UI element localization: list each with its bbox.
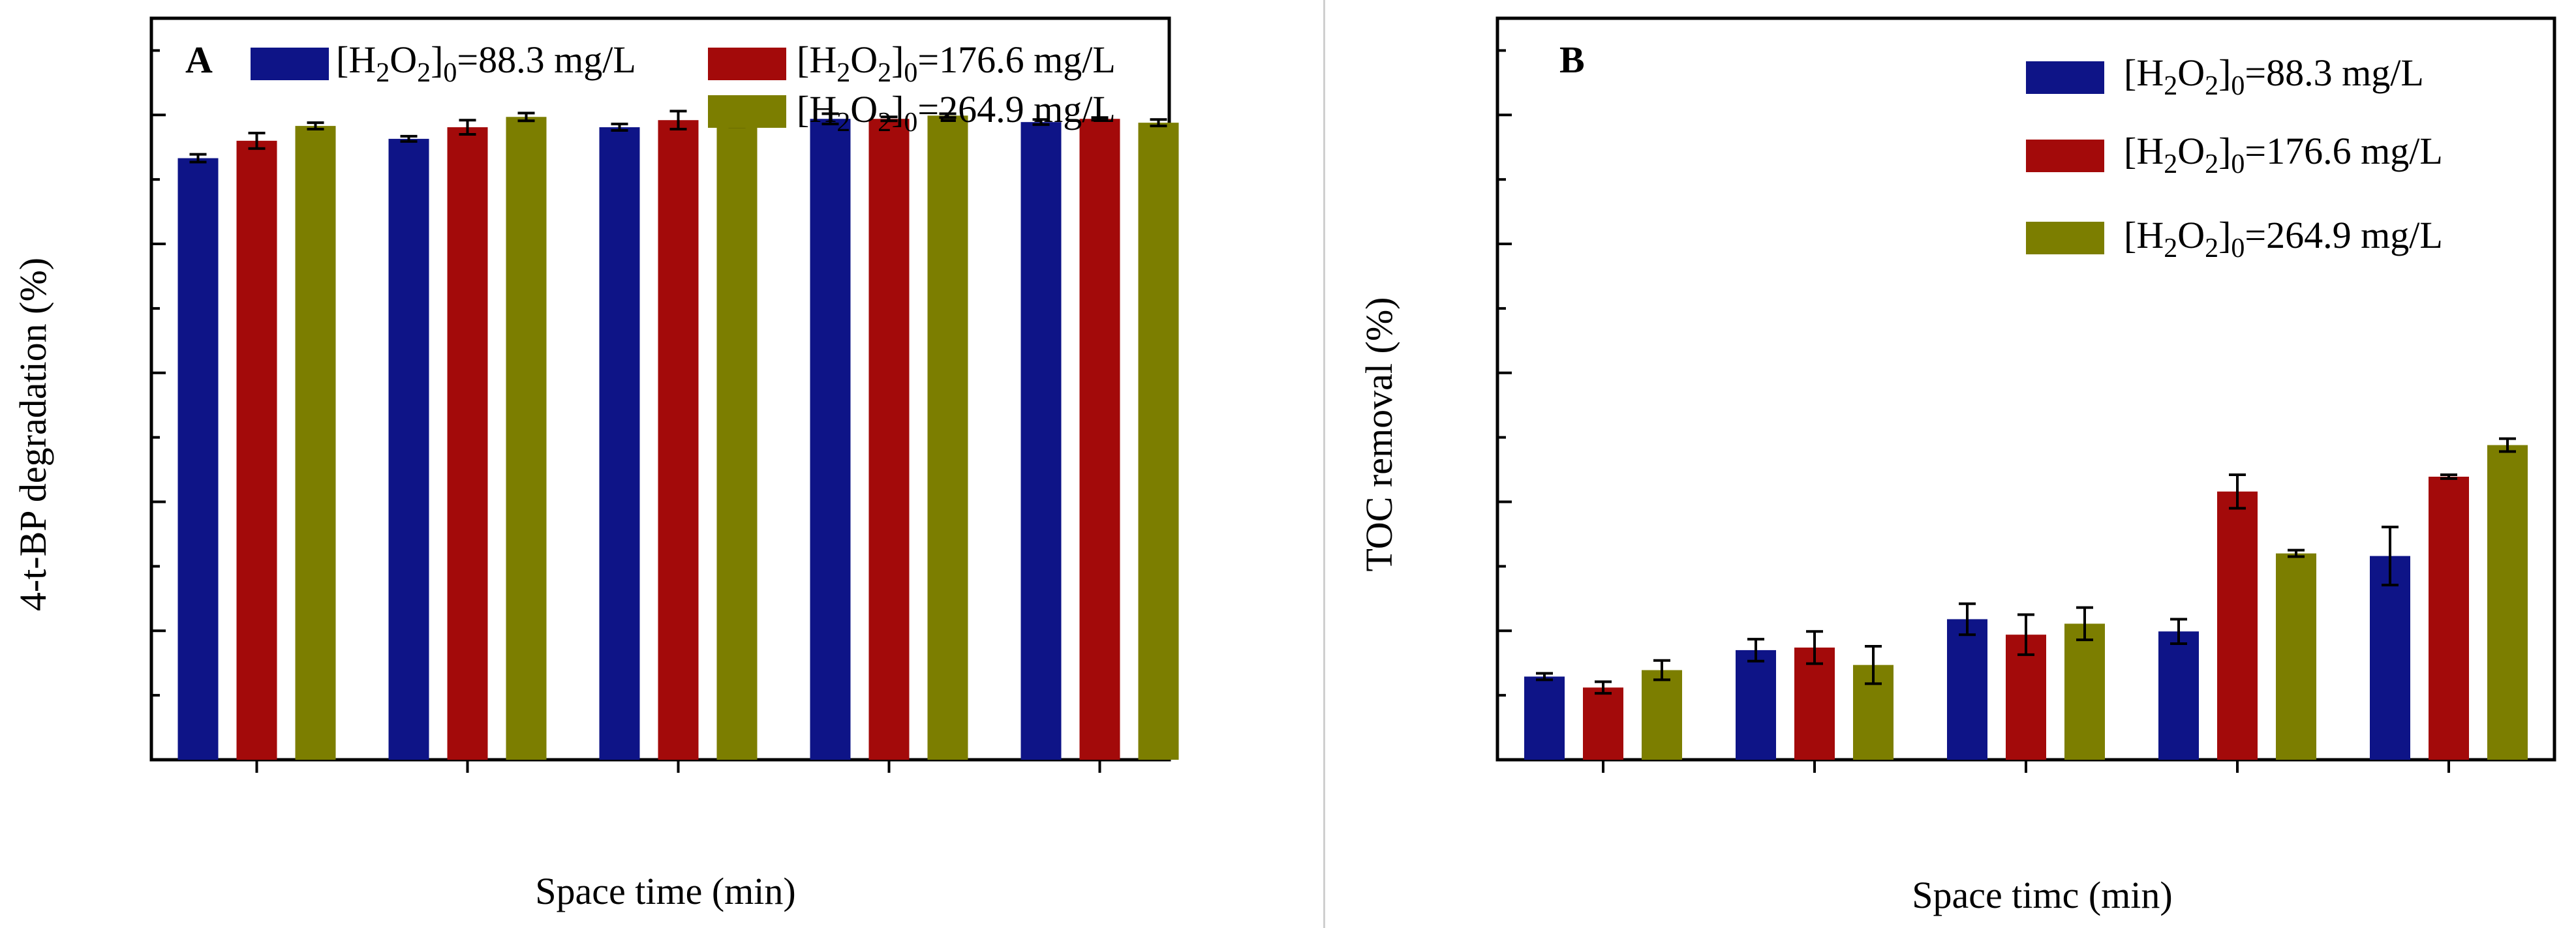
legend-subscript: 0: [443, 58, 457, 88]
legend-label: [H2O2]0=176.6 mg/L: [797, 38, 1116, 88]
legend-subscript: 2: [2164, 149, 2177, 179]
bar: [506, 117, 547, 760]
legend-swatch: [251, 48, 329, 80]
legend-text-part: [H: [336, 38, 376, 81]
legend-text-part: [H: [2124, 52, 2164, 94]
legend-text-part: =176.6 mg/L: [917, 38, 1115, 81]
x-axis-label-b: Space timc (min): [1912, 874, 2172, 916]
bar: [177, 158, 219, 760]
legend-text-part: O: [850, 38, 878, 81]
legend-subscript: 2: [878, 108, 891, 138]
legend-subscript: 2: [376, 58, 390, 88]
chart-panel-a: A 4-t-BP degradation (%) Space time (min…: [12, 16, 1179, 912]
panel-letter-a: A: [185, 38, 213, 81]
legend-subscript: 2: [2205, 233, 2218, 263]
bar: [2064, 623, 2105, 760]
legend-subscript: 2: [836, 58, 850, 88]
bar: [2370, 556, 2410, 760]
legend-text-part: ]: [2218, 52, 2231, 94]
legend-subscript: 2: [2164, 233, 2177, 263]
x-axis-label-a: Space time (min): [535, 870, 795, 912]
legend-text-part: ]: [891, 88, 904, 130]
legend-subscript: 0: [904, 108, 917, 138]
legend-subscript: 2: [2205, 149, 2218, 179]
legend-subscript: 2: [878, 58, 891, 88]
legend-text-part: =88.3 mg/L: [457, 38, 636, 81]
y-axis-label-b: TOC removal (%): [1358, 297, 1400, 572]
legend-subscript: 2: [836, 108, 850, 138]
bar: [1079, 119, 1120, 760]
legend-subscript: 0: [904, 58, 917, 88]
bar: [927, 115, 968, 760]
legend-text-part: ]: [2218, 130, 2231, 172]
legend-swatch: [708, 48, 786, 80]
legend-text-part: O: [2177, 214, 2205, 256]
bar: [2217, 491, 2258, 760]
chart-panel-b: B TOC removal (%) Space timc (min) [H2O2…: [1358, 16, 2556, 916]
bar: [2487, 445, 2528, 760]
legend-subscript: 0: [2231, 149, 2245, 179]
bar: [716, 119, 758, 760]
legend-text-part: O: [390, 38, 417, 81]
y-axis-label-a: 4-t-BP degradation (%): [12, 258, 54, 611]
legend-text-part: [H: [797, 38, 836, 81]
legend-text-part: [H: [2124, 130, 2164, 172]
legend-text-part: [H: [2124, 214, 2164, 256]
bar: [658, 120, 699, 760]
legend-text-part: ]: [891, 38, 904, 81]
legend-label: [H2O2]0=176.6 mg/L: [2124, 130, 2443, 179]
bar: [810, 119, 851, 760]
legend-text-part: O: [2177, 52, 2205, 94]
legend-label: [H2O2]0=264.9 mg/L: [797, 88, 1116, 138]
legend-subscript: 0: [2231, 233, 2245, 263]
bar: [1947, 619, 1987, 760]
legend-swatch: [2026, 61, 2104, 94]
legend-swatch: [708, 95, 786, 128]
bar: [2429, 476, 2469, 760]
bar: [295, 126, 336, 760]
legend-label: [H2O2]0=88.3 mg/L: [2124, 52, 2424, 101]
legend-label: [H2O2]0=88.3 mg/L: [336, 38, 636, 88]
legend-subscript: 2: [417, 58, 431, 88]
legend-subscript: 0: [2231, 71, 2245, 101]
legend-text-part: =264.9 mg/L: [917, 88, 1115, 130]
bar: [236, 140, 277, 760]
panel-divider: [1323, 0, 1325, 928]
legend-text-part: [H: [797, 88, 836, 130]
bar: [388, 138, 429, 760]
panel-letter-b: B: [1559, 38, 1585, 81]
legend-text-part: ]: [431, 38, 443, 81]
bar: [447, 127, 488, 760]
bar: [868, 119, 910, 760]
bar: [1138, 123, 1179, 760]
legend-text-part: O: [2177, 130, 2205, 172]
bar: [2276, 553, 2316, 760]
legend-label: [H2O2]0=264.9 mg/L: [2124, 214, 2443, 263]
legend-text-part: =88.3 mg/L: [2245, 52, 2423, 94]
bar: [1736, 650, 1776, 760]
legend-swatch: [2026, 140, 2104, 172]
bar: [1524, 676, 1565, 760]
bar: [1794, 647, 1835, 760]
legend-subscript: 2: [2164, 71, 2177, 101]
legend-text-part: =264.9 mg/L: [2245, 214, 2442, 256]
legend-text-part: ]: [2218, 214, 2231, 256]
bar: [1642, 670, 1682, 760]
bar: [2158, 631, 2199, 760]
legend-subscript: 2: [2205, 71, 2218, 101]
legend-swatch: [2026, 222, 2104, 254]
bar: [1020, 122, 1062, 760]
bar: [1583, 687, 1623, 760]
bar: [599, 127, 640, 760]
legend-text-part: O: [850, 88, 878, 130]
legend-text-part: =176.6 mg/L: [2245, 130, 2442, 172]
